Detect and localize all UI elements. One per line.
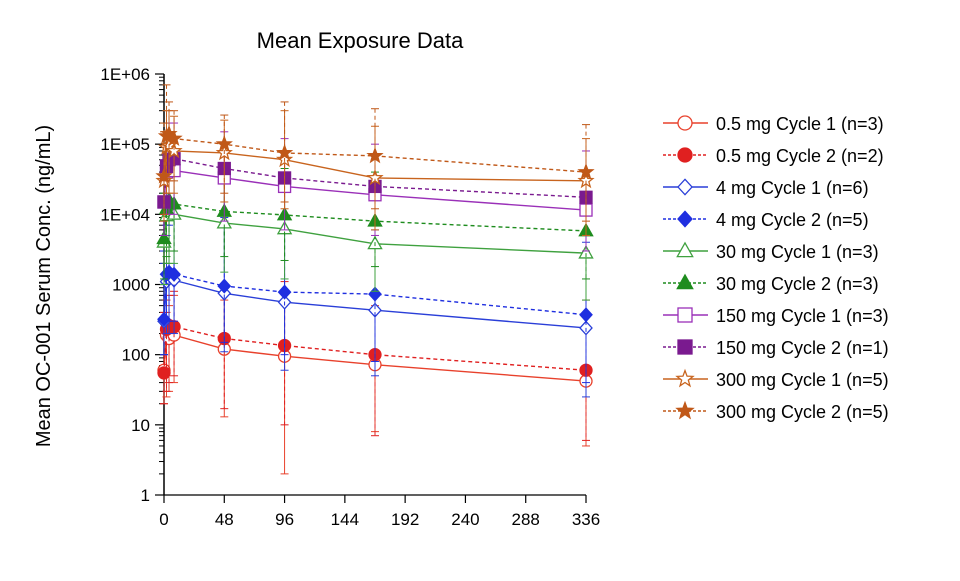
data-point bbox=[277, 284, 292, 300]
data-point bbox=[167, 266, 181, 282]
legend-marker bbox=[677, 307, 693, 323]
x-tick-label: 192 bbox=[391, 510, 419, 529]
legend-marker bbox=[676, 241, 694, 258]
legend-label: 4 mg Cycle 2 (n=5) bbox=[716, 210, 869, 230]
legend-label: 0.5 mg Cycle 1 (n=3) bbox=[716, 114, 884, 134]
data-point bbox=[368, 302, 382, 318]
legend-label: 300 mg Cycle 2 (n=5) bbox=[716, 402, 889, 422]
legend-marker bbox=[675, 400, 695, 420]
legend-label: 150 mg Cycle 1 (n=3) bbox=[716, 306, 889, 326]
legend-label: 150 mg Cycle 2 (n=1) bbox=[716, 338, 889, 358]
x-tick-label: 48 bbox=[215, 510, 234, 529]
series-10 bbox=[155, 84, 595, 222]
y-tick-label: 1E+06 bbox=[100, 65, 150, 84]
legend-marker bbox=[676, 273, 694, 290]
data-point bbox=[157, 366, 171, 380]
y-tick-label: 10 bbox=[131, 416, 150, 435]
data-point bbox=[368, 286, 382, 302]
legend-item: 4 mg Cycle 1 (n=6) bbox=[663, 178, 869, 198]
legend-label: 4 mg Cycle 1 (n=6) bbox=[716, 178, 869, 198]
data-point bbox=[155, 167, 173, 184]
data-point bbox=[366, 146, 384, 164]
chart-title: Mean Exposure Data bbox=[257, 28, 464, 53]
y-axis-label: Mean OC-001 Serum Conc. (ng/mL) bbox=[33, 125, 55, 447]
x-tick-label: 96 bbox=[275, 510, 294, 529]
y-tick-label: 1000 bbox=[112, 276, 150, 295]
legend-item: 0.5 mg Cycle 1 (n=3) bbox=[663, 114, 884, 134]
legend-marker bbox=[677, 115, 693, 131]
x-tick-label: 144 bbox=[331, 510, 359, 529]
x-tick-label: 240 bbox=[451, 510, 479, 529]
data-point bbox=[577, 163, 595, 180]
legend-marker bbox=[677, 339, 693, 355]
data-point bbox=[579, 307, 593, 323]
data-point bbox=[217, 278, 232, 294]
legend-item: 0.5 mg Cycle 2 (n=2) bbox=[663, 146, 884, 166]
legend-label: 30 mg Cycle 2 (n=3) bbox=[716, 274, 879, 294]
legend-item: 150 mg Cycle 2 (n=1) bbox=[663, 338, 889, 358]
x-tick-label: 288 bbox=[512, 510, 540, 529]
plot-area: 1 10 100 1000 1E+04 1E+05 1E+06 0 48 96 144 192 240 2… bbox=[100, 65, 600, 529]
legend-label: 30 mg Cycle 1 (n=3) bbox=[716, 242, 879, 262]
legend-item: 30 mg Cycle 1 (n=3) bbox=[663, 241, 879, 262]
legend-item: 300 mg Cycle 1 (n=5) bbox=[663, 368, 889, 390]
x-tick-label: 0 bbox=[159, 510, 168, 529]
y-tick-label: 1E+04 bbox=[100, 205, 150, 224]
y-tick-label: 1 bbox=[141, 486, 150, 505]
legend: 0.5 mg Cycle 1 (n=3) 0.5 mg Cycle 2 (n=2)… bbox=[663, 114, 889, 422]
legend-item: 30 mg Cycle 2 (n=3) bbox=[663, 273, 879, 294]
data-point bbox=[578, 244, 594, 259]
y-tick-label: 100 bbox=[122, 346, 150, 365]
data-point bbox=[215, 135, 233, 152]
data-point bbox=[157, 311, 171, 327]
legend-label: 300 mg Cycle 1 (n=5) bbox=[716, 370, 889, 390]
legend-label: 0.5 mg Cycle 2 (n=2) bbox=[716, 146, 884, 166]
legend-marker bbox=[677, 178, 693, 196]
data-point bbox=[165, 129, 183, 146]
legend-item: 150 mg Cycle 1 (n=3) bbox=[663, 306, 889, 326]
legend-marker bbox=[675, 368, 695, 388]
legend-item: 300 mg Cycle 2 (n=5) bbox=[663, 400, 889, 422]
data-point bbox=[156, 230, 172, 245]
legend-item: 4 mg Cycle 2 (n=5) bbox=[663, 210, 869, 230]
y-tick-label: 1E+05 bbox=[100, 135, 150, 154]
legend-marker bbox=[677, 147, 693, 163]
x-tick-label: 336 bbox=[572, 510, 600, 529]
data-point bbox=[275, 143, 294, 161]
legend-marker bbox=[677, 210, 693, 228]
